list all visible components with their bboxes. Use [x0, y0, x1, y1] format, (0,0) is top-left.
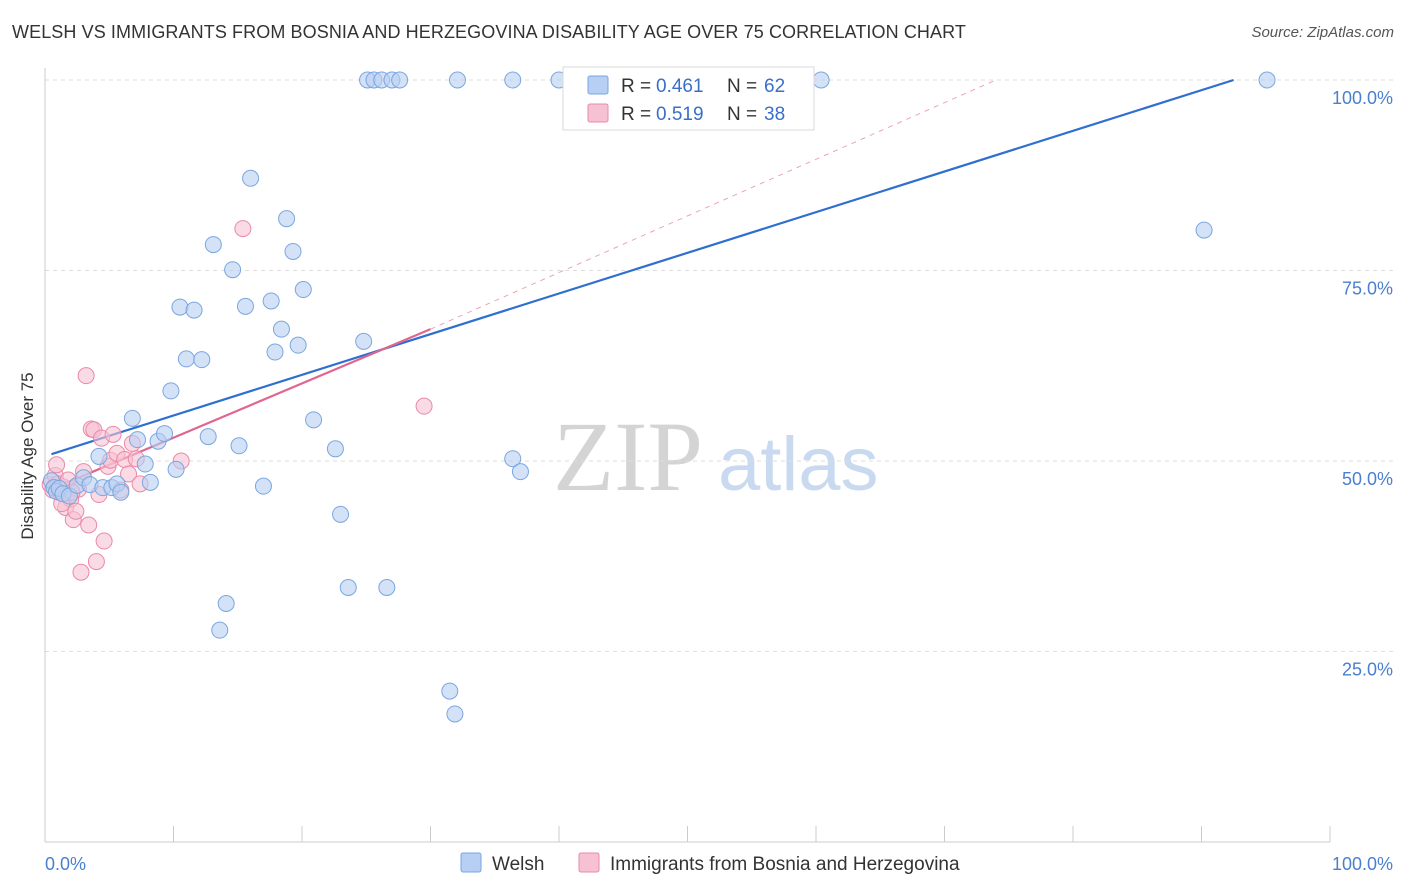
bosnia-point	[234, 220, 252, 238]
welsh-point	[504, 71, 522, 89]
legend-welsh-n-value: 62	[764, 76, 785, 97]
source-credit: Source: ZipAtlas.com	[1251, 24, 1394, 41]
welsh-point	[129, 431, 147, 449]
welsh-point	[391, 71, 409, 89]
legend-bosnia-n-label: N =	[727, 104, 757, 125]
welsh-point	[339, 578, 357, 596]
welsh-point	[162, 382, 180, 400]
bottom-legend-welsh-label: Welsh	[492, 854, 544, 875]
welsh-point	[254, 477, 272, 495]
welsh-point	[446, 705, 464, 723]
bottom-legend: Welsh Immigrants from Bosnia and Herzego…	[460, 852, 960, 875]
welsh-point	[236, 297, 254, 315]
legend-bosnia-n-value: 38	[764, 104, 785, 125]
welsh-point	[378, 578, 396, 596]
welsh-point	[266, 343, 284, 361]
legend-bosnia-r-value: 0.519	[656, 104, 704, 125]
welsh-point	[504, 450, 522, 468]
welsh-point	[272, 320, 290, 338]
welsh-point	[278, 210, 296, 228]
welsh-point	[193, 351, 211, 369]
welsh-point	[511, 463, 529, 481]
welsh-points	[42, 71, 1276, 723]
bottom-legend-bosnia-swatch	[578, 852, 600, 873]
welsh-point	[332, 505, 350, 523]
bosnia-point	[415, 397, 433, 415]
welsh-point	[242, 169, 260, 187]
welsh-point	[171, 298, 189, 316]
y-tick-label: 100.0%	[1332, 88, 1393, 108]
welsh-point	[177, 350, 195, 368]
legend-welsh-r-value: 0.461	[656, 76, 704, 97]
legend-bosnia-swatch	[587, 103, 609, 123]
y-tick-label: 25.0%	[1342, 660, 1393, 680]
welsh-point	[112, 483, 130, 501]
welsh-point	[1195, 221, 1213, 239]
welsh-point	[141, 473, 159, 491]
bosnia-point	[120, 465, 138, 483]
welsh-point	[289, 336, 307, 354]
x-tick-label: 0.0%	[45, 854, 86, 874]
welsh-point	[167, 460, 185, 478]
legend: R = 0.461 N = 62 R = 0.519 N = 38	[562, 66, 815, 131]
legend-welsh-r-label: R =	[621, 76, 651, 97]
y-tick-label: 75.0%	[1342, 279, 1393, 299]
bosnia-point	[48, 456, 66, 474]
y-axis-label: Disability Age Over 75	[18, 372, 37, 539]
axes	[44, 68, 1331, 843]
x-tick-label: 100.0%	[1332, 854, 1393, 874]
welsh-point	[262, 292, 280, 310]
welsh-point	[211, 621, 229, 639]
welsh-point	[156, 425, 174, 443]
tick-labels: 25.0% 50.0% 75.0% 100.0% 0.0% 100.0%	[45, 88, 1393, 874]
welsh-point	[441, 682, 459, 700]
welsh-point	[90, 447, 108, 465]
watermark-zip: ZIP	[553, 401, 703, 512]
grid-lines	[45, 79, 1395, 652]
welsh-point	[204, 236, 222, 254]
welsh-point	[136, 455, 154, 473]
bosnia-point	[67, 502, 85, 520]
welsh-point	[1258, 71, 1276, 89]
welsh-point	[199, 428, 217, 446]
bosnia-trend-extension	[430, 79, 997, 330]
welsh-point	[355, 332, 373, 350]
welsh-point	[217, 594, 235, 612]
chart-title: WELSH VS IMMIGRANTS FROM BOSNIA AND HERZ…	[12, 22, 966, 42]
welsh-point	[448, 71, 466, 89]
legend-welsh-swatch	[587, 75, 609, 95]
welsh-trend-line	[51, 78, 1234, 456]
legend-welsh-n-label: N =	[727, 76, 757, 97]
bosnia-point	[80, 516, 98, 534]
welsh-point	[230, 437, 248, 455]
welsh-point	[224, 261, 242, 279]
welsh-point	[305, 411, 323, 429]
bosnia-point	[77, 367, 95, 385]
legend-bosnia-r-label: R =	[621, 104, 651, 125]
welsh-point	[284, 242, 302, 260]
bosnia-point	[72, 563, 90, 581]
bosnia-point	[95, 532, 113, 550]
bottom-legend-bosnia-label: Immigrants from Bosnia and Herzegovina	[610, 854, 960, 875]
welsh-point	[123, 409, 141, 427]
watermark-atlas: atlas	[718, 422, 879, 507]
y-tick-label: 50.0%	[1342, 469, 1393, 489]
bottom-legend-welsh-swatch	[460, 852, 482, 873]
welsh-point	[294, 281, 312, 299]
bosnia-point	[87, 553, 105, 571]
welsh-point	[326, 440, 344, 458]
bosnia-point	[104, 425, 122, 443]
welsh-point	[812, 71, 830, 89]
welsh-point	[185, 301, 203, 319]
